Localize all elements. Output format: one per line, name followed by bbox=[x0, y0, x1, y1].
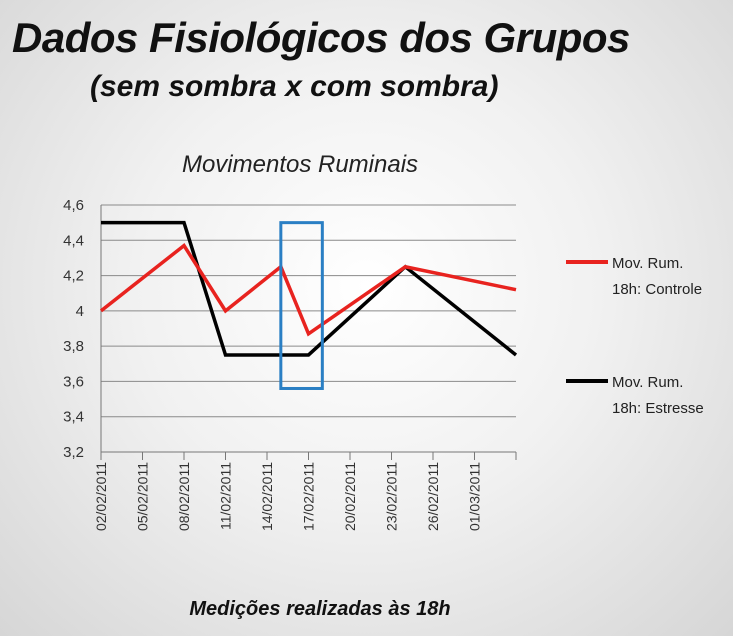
x-tick-label: 17/02/2011 bbox=[301, 462, 317, 531]
chart-caption: Medições realizadas às 18h bbox=[189, 598, 451, 620]
series-line-estresse bbox=[101, 220, 518, 357]
page-subtitle: (sem sombra x com sombra) bbox=[90, 70, 499, 103]
y-tick-label: 4,4 bbox=[63, 232, 84, 249]
x-tick-label: 14/02/2011 bbox=[259, 462, 275, 531]
x-tick-label: 01/03/2011 bbox=[467, 462, 483, 531]
y-tick-label: 3,2 bbox=[63, 444, 84, 461]
legend-label: Mov. Rum. bbox=[612, 255, 683, 272]
chart-title: Movimentos Ruminais bbox=[182, 151, 418, 178]
x-tick-label: 05/02/2011 bbox=[135, 462, 151, 531]
x-tick-label: 11/02/2011 bbox=[218, 462, 234, 530]
x-tick-label: 20/02/2011 bbox=[342, 462, 358, 531]
x-tick-label: 26/02/2011 bbox=[425, 462, 441, 531]
y-tick-label: 4 bbox=[76, 303, 84, 320]
legend-label: Mov. Rum. bbox=[612, 374, 683, 391]
legend-label: 18h: Controle bbox=[612, 281, 702, 298]
y-tick-label: 3,4 bbox=[63, 409, 84, 426]
y-tick-label: 3,8 bbox=[63, 338, 84, 355]
y-tick-label: 4,6 bbox=[63, 197, 84, 214]
x-tick-label: 02/02/2011 bbox=[93, 462, 109, 531]
page-title: Dados Fisiológicos dos Grupos bbox=[12, 14, 630, 61]
x-tick-label: 23/02/2011 bbox=[384, 462, 400, 531]
legend-label: 18h: Estresse bbox=[612, 400, 704, 417]
y-tick-label: 4,2 bbox=[63, 268, 84, 285]
highlight-box bbox=[279, 221, 324, 390]
y-tick-label: 3,6 bbox=[63, 373, 84, 390]
x-tick-label: 08/02/2011 bbox=[176, 462, 192, 531]
series-line-controle bbox=[99, 243, 517, 337]
